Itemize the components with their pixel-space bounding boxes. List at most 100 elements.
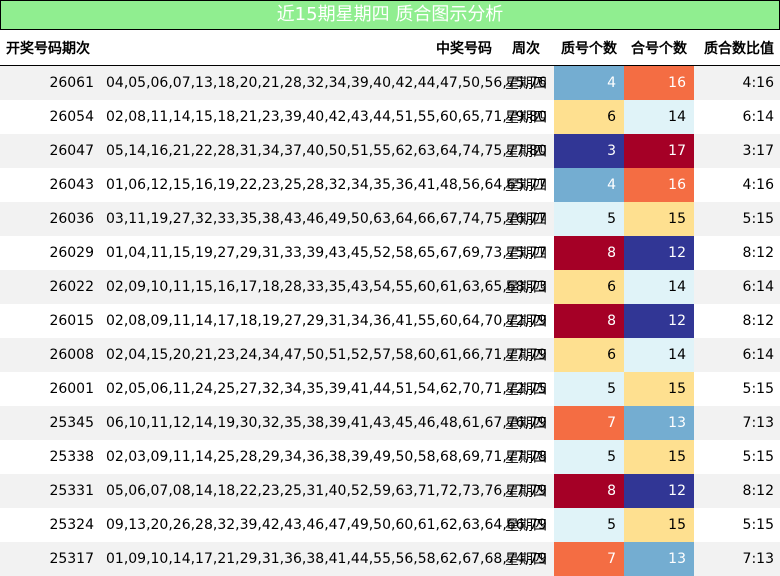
composite-count-cell: 15 <box>624 440 694 474</box>
ratio-cell: 4:16 <box>694 65 780 100</box>
header-composite-count: 合号个数 <box>624 30 694 66</box>
weekday-cell: 星期四 <box>498 236 554 270</box>
numbers-cell: 01,06,12,15,16,19,22,23,25,28,32,34,35,3… <box>100 168 547 202</box>
prime-count-cell: 5 <box>554 440 624 474</box>
issue-cell: 26029 <box>0 236 100 270</box>
ratio-cell: 3:17 <box>694 134 780 168</box>
issue-cell: 26043 <box>0 168 100 202</box>
numbers-cell: 04,05,06,07,13,18,20,21,28,32,34,39,40,4… <box>100 65 547 100</box>
numbers-cell: 02,08,09,11,14,17,18,19,27,29,31,34,36,4… <box>100 304 547 338</box>
prime-count-cell: 8 <box>554 474 624 508</box>
issue-cell: 25338 <box>0 440 100 474</box>
page-title: 近15期星期四 质合图示分析 <box>0 0 780 30</box>
weekday-cell: 星期四 <box>498 168 554 202</box>
table-row: 25324 09,13,20,26,28,32,39,42,43,46,47,49… <box>0 508 780 542</box>
numbers-cell: 02,08,11,14,15,18,21,23,39,40,42,43,44,5… <box>100 100 547 134</box>
header-weekday: 周次 <box>498 30 554 66</box>
issue-cell: 25324 <box>0 508 100 542</box>
prime-count-cell: 8 <box>554 304 624 338</box>
issue-cell: 25317 <box>0 542 100 576</box>
weekday-cell: 星期四 <box>498 304 554 338</box>
numbers-cell: 02,09,10,11,15,16,17,18,28,33,35,43,54,5… <box>100 270 547 304</box>
table-row: 25345 06,10,11,12,14,19,30,32,35,38,39,41… <box>0 406 780 440</box>
numbers-cell: 01,09,10,14,17,21,29,31,36,38,41,44,55,5… <box>100 542 547 576</box>
header-numbers: 中奖号码 <box>100 30 498 66</box>
issue-cell: 25331 <box>0 474 100 508</box>
composite-count-cell: 15 <box>624 508 694 542</box>
numbers-cell: 02,05,06,11,24,25,27,32,34,35,39,41,44,5… <box>100 372 547 406</box>
prime-count-cell: 5 <box>554 202 624 236</box>
weekday-cell: 星期四 <box>498 134 554 168</box>
table-row: 26043 01,06,12,15,16,19,22,23,25,28,32,34… <box>0 168 780 202</box>
issue-cell: 26022 <box>0 270 100 304</box>
weekday-cell: 星期四 <box>498 65 554 100</box>
table-row: 25338 02,03,09,11,14,25,28,29,34,36,38,39… <box>0 440 780 474</box>
ratio-cell: 6:14 <box>694 100 780 134</box>
header-issue: 开奖号码期次 <box>0 30 100 66</box>
issue-cell: 25345 <box>0 406 100 440</box>
issue-cell: 26001 <box>0 372 100 406</box>
ratio-cell: 5:15 <box>694 372 780 406</box>
issue-cell: 26047 <box>0 134 100 168</box>
header-prime-count: 质号个数 <box>554 30 624 66</box>
prime-count-cell: 8 <box>554 236 624 270</box>
numbers-cell: 02,03,09,11,14,25,28,29,34,36,38,39,49,5… <box>100 440 547 474</box>
prime-count-cell: 6 <box>554 270 624 304</box>
issue-cell: 26054 <box>0 100 100 134</box>
weekday-cell: 星期四 <box>498 406 554 440</box>
composite-count-cell: 14 <box>624 338 694 372</box>
table-row: 26036 03,11,19,27,32,33,35,38,43,46,49,50… <box>0 202 780 236</box>
prime-count-cell: 6 <box>554 100 624 134</box>
table-row: 26022 02,09,10,11,15,16,17,18,28,33,35,43… <box>0 270 780 304</box>
weekday-cell: 星期四 <box>498 474 554 508</box>
ratio-cell: 6:14 <box>694 270 780 304</box>
prime-count-cell: 3 <box>554 134 624 168</box>
weekday-cell: 星期四 <box>498 508 554 542</box>
numbers-cell: 09,13,20,26,28,32,39,42,43,46,47,49,50,6… <box>100 508 547 542</box>
numbers-cell: 06,10,11,12,14,19,30,32,35,38,39,41,43,4… <box>100 406 547 440</box>
prime-count-cell: 4 <box>554 65 624 100</box>
ratio-cell: 6:14 <box>694 338 780 372</box>
numbers-cell: 02,04,15,20,21,23,24,34,47,50,51,52,57,5… <box>100 338 547 372</box>
composite-count-cell: 16 <box>624 65 694 100</box>
table-row: 26061 04,05,06,07,13,18,20,21,28,32,34,39… <box>0 65 780 100</box>
ratio-cell: 8:12 <box>694 304 780 338</box>
weekday-cell: 星期四 <box>498 270 554 304</box>
composite-count-cell: 13 <box>624 542 694 576</box>
weekday-cell: 星期四 <box>498 372 554 406</box>
ratio-cell: 7:13 <box>694 542 780 576</box>
prime-composite-table: 开奖号码期次 中奖号码 周次 质号个数 合号个数 质合数比值 26061 04,0… <box>0 30 780 576</box>
header-ratio: 质合数比值 <box>694 30 780 66</box>
prime-count-cell: 7 <box>554 406 624 440</box>
composite-count-cell: 12 <box>624 474 694 508</box>
composite-count-cell: 12 <box>624 236 694 270</box>
ratio-cell: 4:16 <box>694 168 780 202</box>
numbers-cell: 01,04,11,15,19,27,29,31,33,39,43,45,52,5… <box>100 236 547 270</box>
numbers-cell: 05,14,16,21,22,28,31,34,37,40,50,51,55,6… <box>100 134 547 168</box>
ratio-cell: 5:15 <box>694 508 780 542</box>
weekday-cell: 星期四 <box>498 202 554 236</box>
table-row: 26015 02,08,09,11,14,17,18,19,27,29,31,34… <box>0 304 780 338</box>
weekday-cell: 星期四 <box>498 100 554 134</box>
table-row: 26047 05,14,16,21,22,28,31,34,37,40,50,51… <box>0 134 780 168</box>
composite-count-cell: 17 <box>624 134 694 168</box>
issue-cell: 26008 <box>0 338 100 372</box>
table-row: 26054 02,08,11,14,15,18,21,23,39,40,42,43… <box>0 100 780 134</box>
table-row: 25317 01,09,10,14,17,21,29,31,36,38,41,44… <box>0 542 780 576</box>
composite-count-cell: 16 <box>624 168 694 202</box>
composite-count-cell: 15 <box>624 202 694 236</box>
issue-cell: 26036 <box>0 202 100 236</box>
numbers-cell: 05,06,07,08,14,18,22,23,25,31,40,52,59,6… <box>100 474 547 508</box>
weekday-cell: 星期四 <box>498 542 554 576</box>
table-body: 26061 04,05,06,07,13,18,20,21,28,32,34,39… <box>0 65 780 576</box>
ratio-cell: 7:13 <box>694 406 780 440</box>
composite-count-cell: 13 <box>624 406 694 440</box>
ratio-cell: 5:15 <box>694 202 780 236</box>
table-row: 26029 01,04,11,15,19,27,29,31,33,39,43,45… <box>0 236 780 270</box>
prime-count-cell: 4 <box>554 168 624 202</box>
composite-count-cell: 15 <box>624 372 694 406</box>
issue-cell: 26061 <box>0 65 100 100</box>
weekday-cell: 星期四 <box>498 338 554 372</box>
composite-count-cell: 12 <box>624 304 694 338</box>
ratio-cell: 8:12 <box>694 474 780 508</box>
